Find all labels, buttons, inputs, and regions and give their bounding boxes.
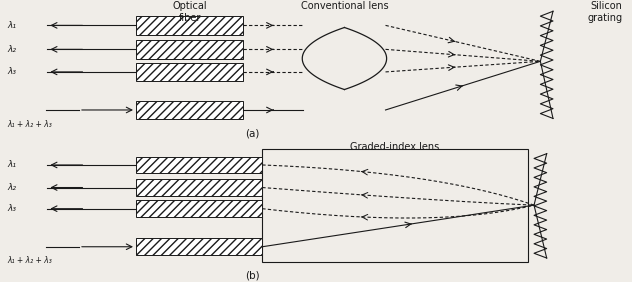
Text: λ₂: λ₂ (8, 183, 16, 192)
Text: Graded-index lens: Graded-index lens (350, 142, 440, 152)
Bar (136, 101, 243, 119)
Text: Optical
fiber: Optical fiber (173, 1, 207, 23)
Bar (262, 149, 528, 262)
Bar (136, 16, 243, 35)
Text: Conventional lens: Conventional lens (301, 1, 388, 11)
Text: λ₁: λ₁ (8, 21, 16, 30)
Text: λ₁: λ₁ (8, 160, 16, 169)
Bar (136, 157, 262, 173)
Text: (b): (b) (245, 271, 260, 281)
Text: λ₁ + λ₂ + λ₃: λ₁ + λ₂ + λ₃ (8, 120, 52, 129)
Text: λ₃: λ₃ (8, 67, 16, 76)
Text: (a): (a) (246, 128, 260, 138)
Bar (136, 179, 262, 196)
Text: Silicon
grating: Silicon grating (587, 1, 623, 23)
Bar (136, 238, 262, 255)
Bar (136, 40, 243, 59)
Bar (136, 200, 262, 217)
Text: λ₂: λ₂ (8, 45, 16, 54)
Text: λ₁ + λ₂ + λ₃: λ₁ + λ₂ + λ₃ (8, 256, 52, 265)
Text: λ₃: λ₃ (8, 204, 16, 213)
Bar (136, 63, 243, 81)
